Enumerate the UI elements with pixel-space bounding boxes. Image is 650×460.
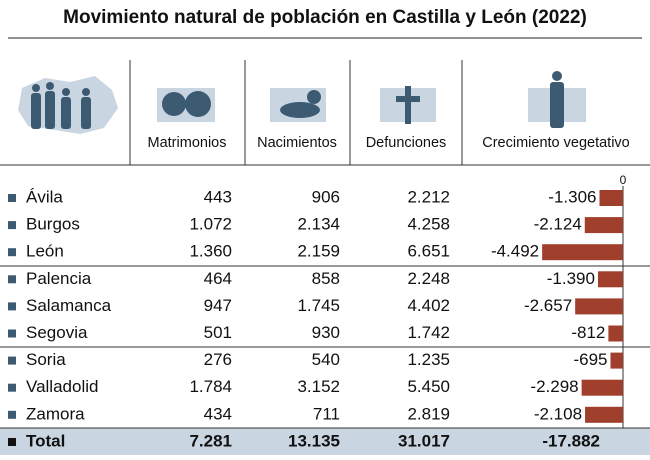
value-label: -1.306 — [548, 187, 596, 206]
row-name: Palencia — [26, 269, 92, 288]
cell: 1.235 — [407, 350, 450, 369]
cell: 930 — [312, 323, 340, 342]
bar — [608, 325, 623, 342]
column-header: Defunciones — [366, 135, 447, 151]
cell: 1.784 — [189, 377, 232, 396]
bar — [597, 271, 623, 288]
row-name: Valladolid — [26, 377, 98, 396]
value-label: -2.108 — [534, 404, 582, 423]
title: Movimiento natural de población en Casti… — [63, 7, 587, 28]
row-name: Total — [26, 431, 65, 450]
bar — [585, 406, 623, 423]
cell: 434 — [204, 404, 232, 423]
bar — [542, 244, 623, 261]
value-label: -4.492 — [491, 242, 539, 261]
value-label: -2.657 — [524, 296, 572, 315]
cell: 4.402 — [407, 296, 450, 315]
row-name: Salamanca — [26, 296, 112, 315]
cell: 443 — [204, 187, 232, 206]
row-name: Burgos — [26, 215, 80, 234]
cell: 6.651 — [407, 242, 450, 261]
bar — [610, 352, 623, 369]
cell: 540 — [312, 350, 340, 369]
cell: 5.450 — [407, 377, 450, 396]
row-name: Zamora — [26, 404, 85, 423]
row-marker — [8, 194, 16, 202]
row-marker — [8, 329, 16, 338]
cell: 2.134 — [297, 215, 340, 234]
cell: 1.360 — [189, 242, 232, 261]
cell: 3.152 — [297, 377, 340, 396]
row-marker — [8, 438, 16, 446]
icons — [18, 71, 586, 134]
row-name: Segovia — [26, 323, 88, 342]
cell: 13.135 — [288, 431, 340, 450]
column-header: Crecimiento vegetativo — [482, 135, 630, 151]
bar — [599, 190, 623, 206]
row-name: Ávila — [26, 187, 63, 206]
cell: 464 — [204, 269, 232, 288]
cell: 2.819 — [407, 404, 450, 423]
row-marker — [8, 221, 16, 230]
row-marker — [8, 302, 16, 311]
x-tick-label: 0 — [620, 173, 627, 187]
bar — [575, 298, 623, 315]
cell: 1.072 — [189, 215, 232, 234]
row-marker — [8, 248, 16, 257]
row-name: León — [26, 242, 64, 261]
value-label: -2.124 — [534, 215, 582, 234]
cell: 1.745 — [297, 296, 340, 315]
row-marker — [8, 275, 16, 284]
cell: 4.258 — [407, 215, 450, 234]
value-label: -1.390 — [547, 269, 595, 288]
row-marker — [8, 383, 16, 392]
cell: 31.017 — [398, 431, 450, 450]
row-marker — [8, 356, 16, 365]
cell: 858 — [312, 269, 340, 288]
cell: -17.882 — [542, 431, 600, 450]
cell: 501 — [204, 323, 232, 342]
cell: 7.281 — [189, 431, 232, 450]
cell: 711 — [313, 404, 340, 423]
cell: 906 — [312, 187, 340, 206]
bar — [581, 379, 623, 396]
table-rules — [0, 60, 650, 429]
cell: 2.248 — [407, 269, 450, 288]
column-header: Matrimonios — [148, 135, 227, 151]
cell: 2.159 — [297, 242, 340, 261]
cell: 947 — [204, 296, 232, 315]
cell: 1.742 — [407, 323, 450, 342]
cell: 276 — [204, 350, 232, 369]
bar — [584, 217, 623, 234]
value-label: -812 — [571, 323, 605, 342]
column-header: Nacimientos — [257, 135, 337, 151]
total-band — [0, 428, 650, 455]
cell: 2.212 — [407, 187, 450, 206]
row-marker — [8, 410, 16, 419]
row-name: Soria — [26, 350, 66, 369]
value-label: -2.298 — [530, 377, 578, 396]
value-label: -695 — [573, 350, 607, 369]
